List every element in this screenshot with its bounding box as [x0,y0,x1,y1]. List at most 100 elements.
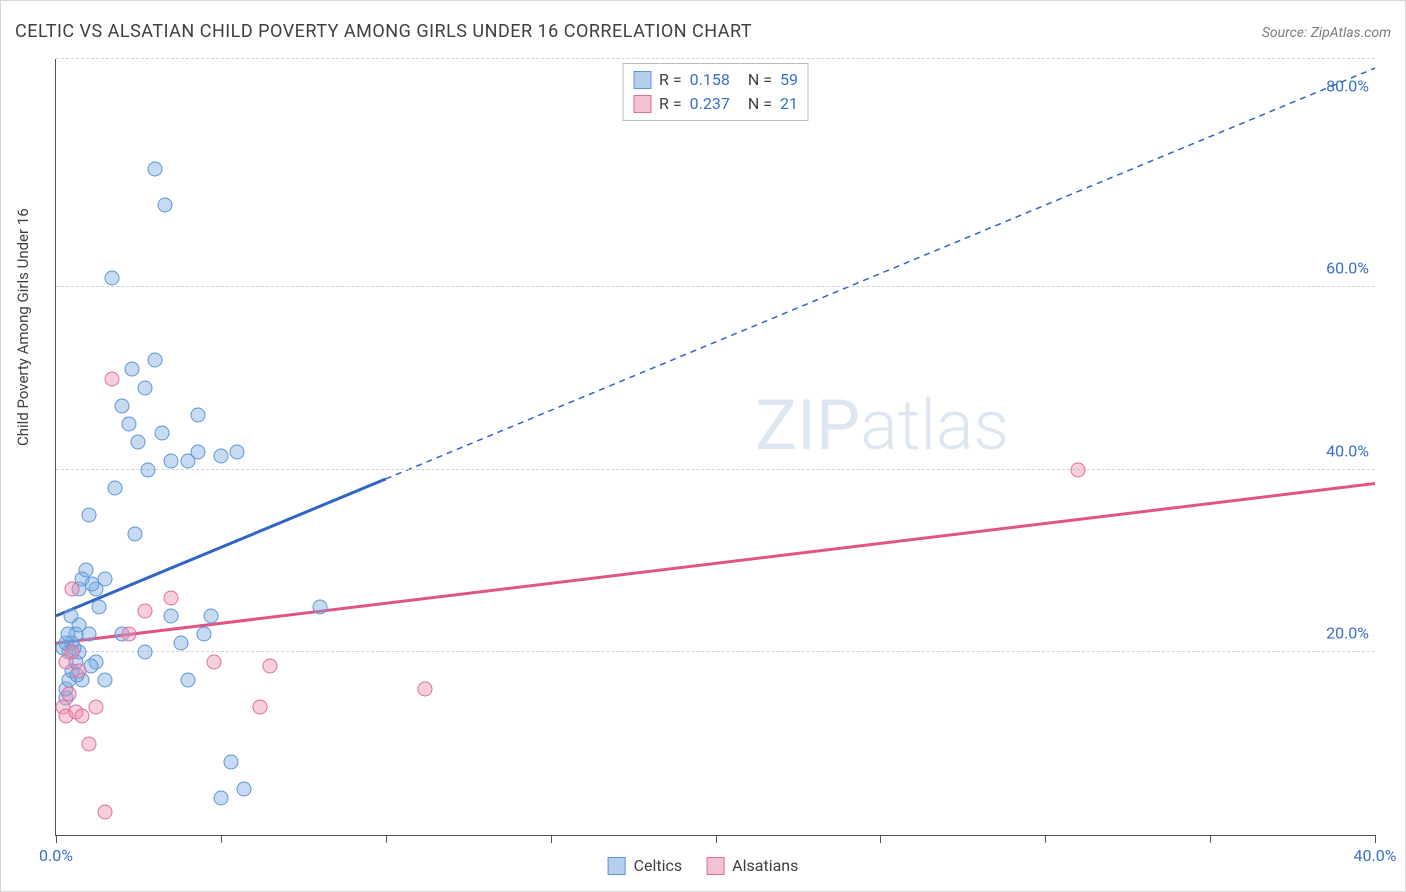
trend-line [56,484,1375,644]
data-point [164,453,179,468]
data-point [1071,462,1086,477]
data-point [114,398,129,413]
source-label: Source: ZipAtlas.com [1262,25,1391,41]
y-tick-label: 80.0% [1326,76,1369,95]
x-tick [1045,835,1046,843]
data-point [147,353,162,368]
y-axis-label: Child Poverty Among Girls Under 16 [14,208,32,446]
trend-line-dashed [386,68,1375,479]
n-label: N = [748,68,772,92]
data-point [72,618,87,633]
legend-series: Celtics Alsatians [608,856,799,875]
data-point [138,380,153,395]
data-point [253,700,268,715]
plot-area: ZIPatlas R = 0.158 N = 59 R = 0.237 N = 21 20.0… [55,59,1375,836]
data-point [85,576,100,591]
data-point [105,271,120,286]
data-point [81,736,96,751]
data-point [105,371,120,386]
x-tick [1210,835,1211,843]
data-point [124,362,139,377]
data-point [190,408,205,423]
gridline [56,286,1375,287]
data-point [72,663,87,678]
trend-line [56,479,386,616]
legend-item: Alsatians [706,856,798,875]
watermark: ZIPatlas [755,385,1009,467]
r-label: R = [659,68,682,92]
r-value: 0.237 [690,92,730,116]
n-label: N = [748,92,772,116]
title-row: CELTIC VS ALSATIAN CHILD POVERTY AMONG G… [15,21,1391,42]
x-tick [56,835,57,843]
data-point [207,654,222,669]
x-tick [880,835,881,843]
data-point [121,417,136,432]
data-point [263,659,278,674]
chart-container: CELTIC VS ALSATIAN CHILD POVERTY AMONG G… [0,0,1406,892]
data-point [121,627,136,642]
data-point [98,805,113,820]
data-point [154,426,169,441]
watermark-zip: ZIP [755,385,860,467]
legend-swatch [633,95,651,113]
data-point [190,444,205,459]
x-tick-label: 0.0% [39,846,73,865]
data-point [236,782,251,797]
x-tick-label: 40.0% [1354,846,1397,865]
data-point [108,481,123,496]
x-tick [221,835,222,843]
data-point [141,462,156,477]
legend-swatch [608,857,626,875]
legend-stats-row: R = 0.237 N = 21 [633,92,798,116]
gridline [56,651,1375,652]
data-point [147,161,162,176]
y-tick-label: 40.0% [1326,441,1369,460]
data-point [213,449,228,464]
x-tick [386,835,387,843]
data-point [65,581,80,596]
x-tick [551,835,552,843]
data-point [197,627,212,642]
data-point [128,526,143,541]
legend-item: Celtics [608,856,683,875]
data-point [418,681,433,696]
legend-label: Celtics [634,856,683,875]
data-point [98,572,113,587]
data-point [88,700,103,715]
chart-title: CELTIC VS ALSATIAN CHILD POVERTY AMONG G… [15,21,752,42]
legend-swatch [633,71,651,89]
n-value: 21 [780,92,798,116]
data-point [223,754,238,769]
r-value: 0.158 [690,68,730,92]
data-point [98,672,113,687]
data-point [203,608,218,623]
data-point [230,444,245,459]
r-label: R = [659,92,682,116]
n-value: 59 [780,68,798,92]
legend-label: Alsatians [732,856,798,875]
data-point [157,198,172,213]
x-tick [1375,835,1376,843]
data-point [65,645,80,660]
data-point [81,508,96,523]
data-point [138,604,153,619]
gridline [56,469,1375,470]
data-point [75,709,90,724]
data-point [174,636,189,651]
trend-lines-layer [56,59,1375,835]
y-tick-label: 20.0% [1326,624,1369,643]
legend-swatch [706,857,724,875]
data-point [91,599,106,614]
y-tick-label: 60.0% [1326,259,1369,278]
data-point [180,672,195,687]
data-point [62,686,77,701]
data-point [312,599,327,614]
x-tick [716,835,717,843]
gridline [56,58,1375,59]
legend-stats: R = 0.158 N = 59 R = 0.237 N = 21 [622,63,809,121]
data-point [131,435,146,450]
data-point [213,791,228,806]
legend-stats-row: R = 0.158 N = 59 [633,68,798,92]
data-point [138,645,153,660]
